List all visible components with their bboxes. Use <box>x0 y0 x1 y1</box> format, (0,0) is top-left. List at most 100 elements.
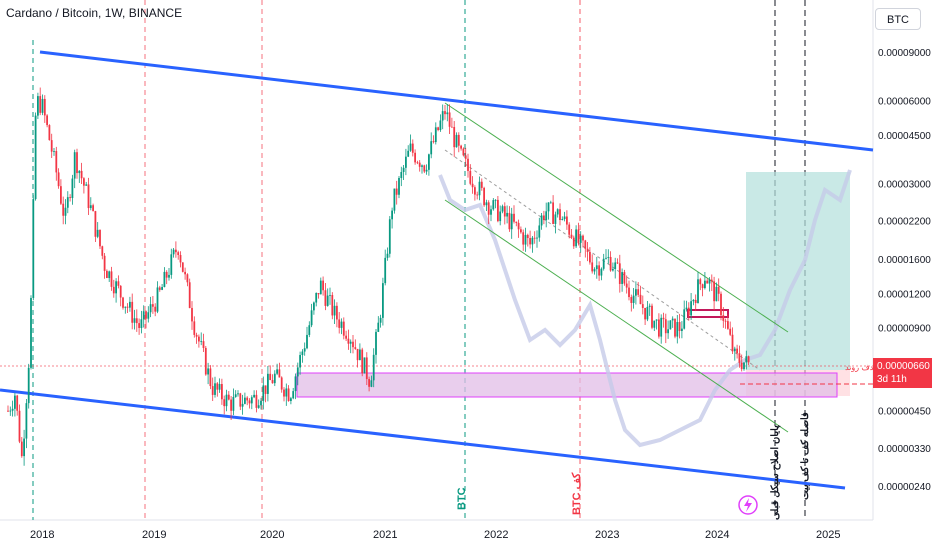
candle-body <box>276 369 278 374</box>
candle-body <box>333 305 336 316</box>
candle-body <box>437 127 439 131</box>
candle-body <box>644 307 646 320</box>
candle-body <box>352 341 354 348</box>
candle-body <box>253 394 255 398</box>
candle-body <box>554 214 557 224</box>
candle-body <box>80 170 83 179</box>
candle-body <box>154 306 157 312</box>
candle-body <box>195 334 198 337</box>
candle-body <box>628 287 630 298</box>
candle-body <box>708 279 711 284</box>
candle-body <box>572 237 575 247</box>
candle-body <box>356 348 359 361</box>
inner-channel-upper[interactable] <box>444 102 789 333</box>
candle-body <box>451 126 453 128</box>
candle-body <box>85 184 88 186</box>
candle-body <box>267 373 269 394</box>
candle-body <box>623 272 626 284</box>
candle-body <box>462 148 465 156</box>
time-tick-label: 2018 <box>30 529 54 541</box>
candle-body <box>62 203 65 216</box>
candle-body <box>664 319 667 334</box>
price-tick-label: 0.00009000 <box>878 48 931 59</box>
candle-body <box>556 209 559 215</box>
currency-button[interactable]: BTC <box>875 8 921 30</box>
candle-body <box>138 323 140 329</box>
candle-body <box>248 400 251 404</box>
candle-body <box>379 317 382 323</box>
channel-lower[interactable] <box>0 388 846 490</box>
candle-body <box>729 328 732 335</box>
candle-body <box>676 322 679 337</box>
candle-body <box>198 336 200 342</box>
candle-body <box>175 249 177 253</box>
candle-body <box>20 441 23 457</box>
candle-body <box>57 172 60 187</box>
candle-body <box>99 229 101 247</box>
candle-body <box>202 341 205 348</box>
candle-body <box>177 252 180 255</box>
candle-body <box>372 354 375 381</box>
small-zone[interactable] <box>687 309 729 318</box>
price-tick-label: 0.00003000 <box>878 180 931 191</box>
candle-body <box>669 320 672 330</box>
candle-body <box>467 158 469 171</box>
vertical-note-1: پایان اصلاح سیکل قبلی <box>770 425 781 520</box>
candle-body <box>625 283 628 288</box>
candle-body <box>646 306 649 320</box>
time-tick-label: 2019 <box>142 529 166 541</box>
candle-body <box>476 194 479 196</box>
candle-body <box>43 98 46 116</box>
candle-body <box>692 299 695 302</box>
candle-body <box>492 200 495 210</box>
candle-body <box>368 379 370 387</box>
candle-body <box>455 134 458 148</box>
candle-body <box>188 282 191 308</box>
candle-body <box>651 305 653 328</box>
candle-body <box>83 178 85 186</box>
candle-body <box>237 393 239 395</box>
candle-body <box>593 269 596 272</box>
candle-body <box>485 202 488 206</box>
candle-body <box>170 254 173 275</box>
channel-upper[interactable] <box>39 50 874 152</box>
candle-body <box>319 280 322 295</box>
candle-body <box>278 369 281 378</box>
candle-body <box>517 222 520 230</box>
support-zone[interactable] <box>296 372 838 398</box>
candle-body <box>234 394 237 397</box>
candle-body <box>204 347 207 375</box>
candle-body <box>324 290 327 306</box>
candle-body <box>595 265 598 270</box>
candle-body <box>598 265 600 276</box>
chart-title: Cardano / Bitcoin, 1W, BINANCE <box>6 6 183 20</box>
candle-body <box>639 294 642 305</box>
candle-body <box>480 181 483 188</box>
candle-body <box>683 309 686 329</box>
inner-channel-lower[interactable] <box>444 199 789 433</box>
candle-body <box>315 293 318 303</box>
candle-body <box>635 289 637 296</box>
candle-body <box>497 199 499 222</box>
candle-body <box>149 304 152 313</box>
candle-body <box>14 395 16 409</box>
price-tick-label: 0.00001200 <box>878 289 931 300</box>
last-price-tag[interactable]: 0.00000660 3d 11h <box>873 358 932 388</box>
candle-body <box>589 251 591 263</box>
candle-body <box>444 111 446 115</box>
price-axis[interactable]: 0.00009000 0.00006000 0.00004500 0.00003000… <box>878 48 931 493</box>
price-tick-label: 0.00002200 <box>878 217 931 228</box>
candle-body <box>9 410 12 412</box>
candle-body <box>216 383 219 390</box>
candle-body <box>655 319 658 321</box>
zone-label: هدف روند <box>845 363 878 372</box>
candle-body <box>448 112 451 127</box>
candle-body <box>710 279 713 282</box>
candle-body <box>660 317 663 337</box>
candle-body <box>637 289 640 295</box>
candle-body <box>662 317 665 320</box>
time-axis[interactable]: 2018 2019 2020 2021 2022 2023 2024 2025 <box>30 529 840 541</box>
candle-body <box>393 188 396 211</box>
candle-body <box>193 321 196 335</box>
